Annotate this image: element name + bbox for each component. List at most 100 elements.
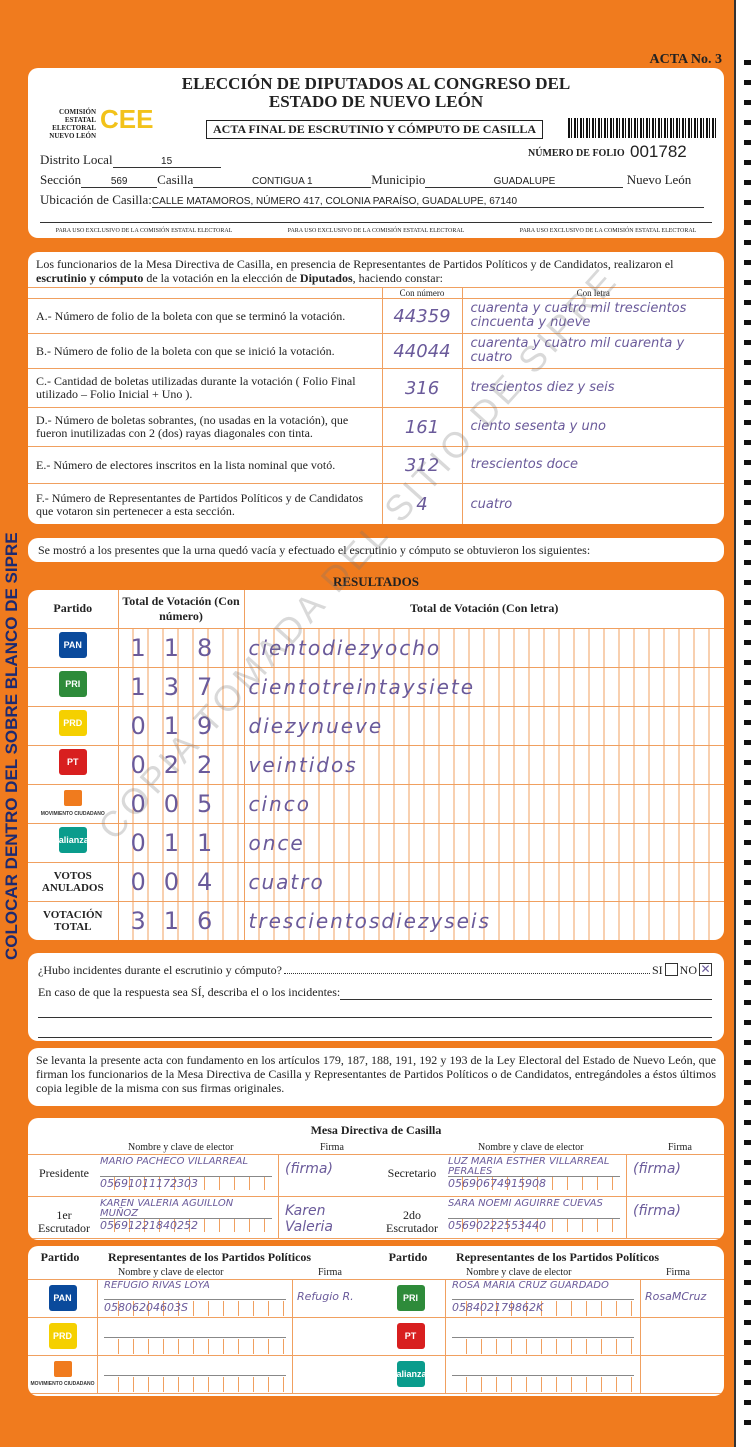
rep-signature[interactable] xyxy=(640,1318,724,1356)
constancia-numero[interactable]: 316 xyxy=(381,368,463,408)
timing-mark xyxy=(744,320,751,325)
member-clave[interactable]: 05691221840252 xyxy=(100,1219,272,1232)
rep-name[interactable] xyxy=(452,1319,634,1338)
rep-clave[interactable] xyxy=(104,1377,286,1392)
rep-clave[interactable] xyxy=(104,1339,286,1354)
timing-mark xyxy=(744,1020,751,1025)
timing-mark xyxy=(744,1380,751,1385)
constancia-row: E.- Número de electores inscritos en la … xyxy=(28,446,724,484)
timing-mark xyxy=(744,960,751,965)
timing-mark xyxy=(744,1080,751,1085)
member-name[interactable]: MARIO PACHECO VILLARREAL xyxy=(100,1157,272,1177)
side-instruction: COLOCAR DENTRO DEL SOBRE BLANCO DE SIPRE xyxy=(2,532,21,960)
results-table: Partido Total de Votación (Con número) Tot… xyxy=(28,590,724,940)
incidents-panel: ¿Hubo incidentes durante el escrutinio y… xyxy=(28,953,724,1041)
rep-signature[interactable]: Refugio R. xyxy=(292,1280,376,1318)
timing-mark xyxy=(744,1060,751,1065)
rep-name[interactable] xyxy=(104,1357,286,1376)
party-logo-icon: alianza xyxy=(396,1361,425,1387)
timing-mark xyxy=(744,420,751,425)
votes-number[interactable]: 137 xyxy=(130,672,231,701)
votes-letter[interactable]: cientodiezyocho xyxy=(248,635,442,660)
rep-signature[interactable] xyxy=(640,1356,724,1394)
timing-mark xyxy=(744,980,751,985)
member-signature[interactable]: (firma) xyxy=(278,1155,374,1197)
votes-number[interactable]: 011 xyxy=(130,828,231,857)
constancia-letra[interactable]: cuatro xyxy=(461,483,724,524)
acta-number: ACTA No. 3 xyxy=(649,52,722,67)
incidents-line[interactable] xyxy=(38,1017,712,1018)
constancia-letra[interactable]: cuarenta y cuatro mil trescientos cincue… xyxy=(461,298,724,334)
rep-name[interactable] xyxy=(104,1319,286,1338)
incidents-line[interactable] xyxy=(38,1037,712,1038)
folio-label: NÚMERO DE FOLIO xyxy=(528,148,625,159)
rep-name[interactable]: REFUGIO RIVAS LOYA xyxy=(104,1281,286,1300)
si-checkbox[interactable] xyxy=(664,963,678,976)
member-clave[interactable]: 05690674915908 xyxy=(448,1177,620,1190)
timing-mark xyxy=(744,560,751,565)
member-clave[interactable]: 05690222553440 xyxy=(448,1219,620,1232)
rep-clave[interactable]: 05806204603S xyxy=(104,1301,286,1316)
constancia-row: C.- Cantidad de boletas utilizadas duran… xyxy=(28,368,724,408)
votes-number[interactable]: 005 xyxy=(130,789,231,818)
votes-letter[interactable]: cinco xyxy=(248,791,311,816)
party-logo-icon xyxy=(53,1361,72,1377)
party-logo-icon: alianza xyxy=(58,827,87,853)
nombre-header: Nombre y clave de elector xyxy=(478,1142,584,1153)
incidents-question: ¿Hubo incidentes durante el escrutinio y… xyxy=(38,963,282,977)
rep-signature[interactable]: RosaMCruz xyxy=(640,1280,724,1318)
member-name[interactable]: KAREN VALERIA AGUILLON MUÑOZ xyxy=(100,1199,272,1219)
votes-number[interactable]: 004 xyxy=(130,867,231,896)
incidents-input[interactable] xyxy=(340,985,712,1000)
constancia-letra[interactable]: trescientos diez y seis xyxy=(461,368,724,408)
no-checkbox[interactable]: ✕ xyxy=(699,962,712,976)
votes-number[interactable]: 019 xyxy=(130,711,231,740)
votes-number[interactable]: 022 xyxy=(130,750,231,779)
constancia-numero[interactable]: 4 xyxy=(381,483,463,524)
votes-number[interactable]: 316 xyxy=(130,906,231,935)
rep-signature[interactable] xyxy=(292,1318,376,1356)
firma-header: Firma xyxy=(666,1267,690,1278)
member-name[interactable]: SARA NOEMI AGUIRRE CUEVAS xyxy=(448,1199,620,1219)
member-name[interactable]: LUZ MARIA ESTHER VILLARREAL PERALES xyxy=(448,1157,620,1177)
role-label: Presidente xyxy=(39,1166,89,1180)
constancia-numero[interactable]: 161 xyxy=(381,407,463,447)
constancia-row: B.- Número de folio de la boleta con que… xyxy=(28,333,724,369)
constancia-numero[interactable]: 44359 xyxy=(381,298,463,334)
rep-clave[interactable]: 058402179862K xyxy=(452,1301,634,1316)
votes-letter[interactable]: cuatro xyxy=(248,869,325,894)
result-row: PRI 137 cientotreintaysiete xyxy=(28,666,724,707)
constancia-numero[interactable]: 44044 xyxy=(381,333,463,369)
votes-letter[interactable]: cientotreintaysiete xyxy=(248,674,476,699)
constancia-letra[interactable]: trescientos doce xyxy=(461,446,724,484)
rep-clave[interactable] xyxy=(452,1377,634,1392)
rep-name[interactable] xyxy=(452,1357,634,1376)
role-label: 2do Escrutador xyxy=(386,1208,438,1235)
votes-number[interactable]: 118 xyxy=(130,633,231,662)
member-signature[interactable]: (firma) xyxy=(626,1197,722,1239)
votes-letter[interactable]: veintidos xyxy=(248,752,358,777)
timing-mark xyxy=(744,920,751,925)
votes-letter[interactable]: trescientosdiezyseis xyxy=(248,908,491,933)
timing-mark xyxy=(744,1320,751,1325)
nombre-header: Nombre y clave de elector xyxy=(118,1267,224,1278)
nombre-header: Nombre y clave de elector xyxy=(466,1267,572,1278)
party-logo-icon: PRD xyxy=(48,1323,77,1349)
timing-mark xyxy=(744,1420,751,1425)
constancia-letra[interactable]: cuarenta y cuatro mil cuarenta y cuatro xyxy=(461,333,724,369)
constancia-numero[interactable]: 312 xyxy=(381,446,463,484)
timing-mark xyxy=(744,300,751,305)
header-letra: Total de Votación (Con letra) xyxy=(243,590,724,629)
result-row: MOVIMIENTO CIUDADANO 005 cinco xyxy=(28,783,724,824)
timing-mark xyxy=(744,360,751,365)
rep-clave[interactable] xyxy=(452,1339,634,1354)
member-signature[interactable]: (firma) xyxy=(626,1155,722,1197)
timing-mark xyxy=(744,440,751,445)
constancia-letra[interactable]: ciento sesenta y uno xyxy=(461,407,724,447)
member-signature[interactable]: Karen Valeria xyxy=(278,1197,374,1239)
rep-signature[interactable] xyxy=(292,1356,376,1394)
rep-name[interactable]: ROSA MARIA CRUZ GUARDADO xyxy=(452,1281,634,1300)
votes-letter[interactable]: diezynueve xyxy=(248,713,384,738)
member-clave[interactable]: 05691011172303 xyxy=(100,1177,272,1190)
votes-letter[interactable]: once xyxy=(248,830,305,855)
